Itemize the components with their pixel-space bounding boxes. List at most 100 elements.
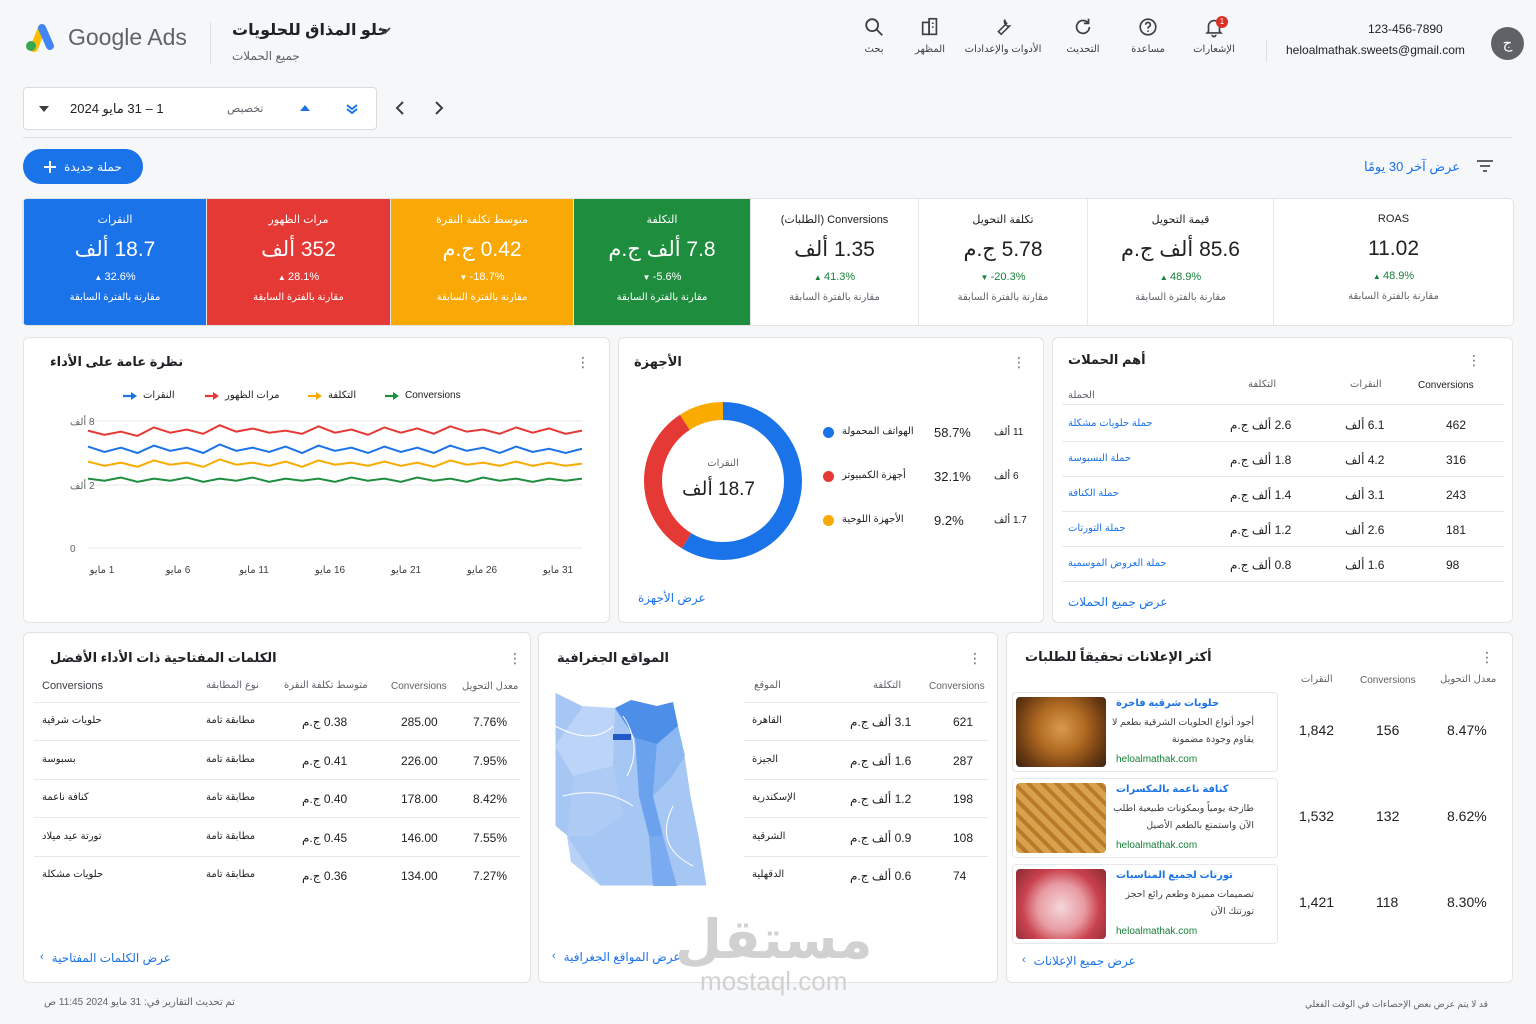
top-ads-title: أكثر الإعلانات تحقيقاً للطلبات (1025, 649, 1212, 664)
location-conversions: 108 (953, 830, 974, 845)
donut-slice[interactable] (644, 402, 802, 560)
device-pct: 58.7% (934, 425, 971, 440)
legend-conversions[interactable]: Conversions (385, 390, 461, 401)
location-conversions: 74 (953, 869, 967, 883)
kpi-card[interactable]: تكلفة التحويل 5.78 ج.م ▼ -20.3% مقارنة بالف… (918, 199, 1087, 325)
more-options-icon[interactable]: ⋮ (1467, 352, 1481, 368)
col-match-type: نوع المطابقة (206, 680, 259, 691)
date-range-picker[interactable]: 1 – 31 مايو 2024 تخصيص (23, 87, 377, 130)
ad-conv-rate: 8.30% (1447, 894, 1487, 910)
x-tick-label: 26 مايو (466, 565, 498, 576)
caret-up-icon[interactable] (300, 104, 310, 112)
kpi-card[interactable]: النقرات 18.7 ألف ▲ 32.6% مقارنة بالفترة الس… (23, 199, 206, 325)
kpi-delta: ▲ 28.1% (207, 271, 390, 283)
top-keywords-card (23, 632, 531, 983)
legend-clicks[interactable]: النقرات (123, 390, 175, 401)
campaign-name[interactable]: حملة الكنافة (1068, 488, 1119, 499)
kpi-compare: مقارنة بالفترة السابقة (253, 292, 344, 303)
help-button[interactable]: مساعدة (1128, 16, 1168, 62)
ad-conv-rate: 8.62% (1447, 808, 1487, 824)
campaign-conversions: 98 (1446, 558, 1460, 572)
performance-overview-title: نظرة عامة على الأداء (50, 354, 184, 369)
ad-headline[interactable]: حلويات شرقية فاخرة (1116, 698, 1220, 709)
divider (1062, 476, 1504, 477)
chevron-right-icon[interactable] (433, 100, 445, 116)
more-options-icon[interactable]: ⋮ (508, 650, 522, 666)
match-type: مطابقة تامة (206, 830, 256, 842)
more-options-icon[interactable]: ⋮ (1012, 354, 1026, 370)
ad-thumbnail-image (1016, 869, 1106, 939)
kpi-compare: مقارنة بالفترة السابقة (957, 292, 1049, 303)
new-campaign-button[interactable]: حملة جديدة (23, 149, 143, 184)
view-geo-link[interactable]: ‹ عرض المواقع الجغرافية (552, 950, 680, 964)
kpi-row: النقرات 18.7 ألف ▲ 32.6% مقارنة بالفترة الس… (23, 199, 1513, 325)
device-name: الهواتف المحمولة (842, 426, 914, 437)
kpi-delta-value: 32.6% (104, 271, 136, 283)
kpi-value: 11.02 (1368, 237, 1419, 260)
col-conv-rate: معدل التحويل (462, 681, 519, 692)
search-button[interactable]: بحث (858, 16, 890, 62)
view-all-campaigns-link[interactable]: عرض جميع الحملات (1068, 595, 1168, 609)
col-cost: التكلفة (873, 680, 902, 691)
avatar[interactable]: ج (1491, 27, 1524, 60)
account-name: حلو المذاق للحلويات (232, 22, 389, 39)
kpi-card[interactable]: متوسط تكلفة النقرة 0.42 ج.م ▼ -18.7% مقارنة… (390, 199, 573, 325)
keyword-conversions: 146.00 (401, 830, 438, 845)
kpi-card[interactable]: Conversions (الطلبات) 1.35 ألف ▲ 41.3% مقار… (750, 199, 918, 325)
notifications-button[interactable]: الإشعارات 1 (1190, 16, 1238, 62)
filter-icon[interactable] (1476, 159, 1494, 173)
more-options-icon[interactable]: ⋮ (576, 354, 590, 370)
ad-headline[interactable]: تورتات لجميع المناسبات (1116, 870, 1233, 881)
view-keywords-link[interactable]: ‹ عرض الكلمات المفتاحية (40, 951, 171, 965)
kpi-card[interactable]: التكلفة 7.8 ألف ج.م ▼ -5.6% مقارنة بالفترة … (573, 199, 750, 325)
last-updated-text: تم تحديث التقارير في: 31 مايو 2024 11:45… (44, 997, 235, 1008)
view-devices-link[interactable]: عرض الأجهزة (638, 591, 706, 605)
ad-clicks: 1,421 (1299, 894, 1335, 910)
legend-dot (823, 515, 834, 526)
more-options-icon[interactable]: ⋮ (1480, 649, 1494, 665)
devices-title: الأجهزة (634, 354, 682, 369)
watermark-logo: مستقل mostaql.com (675, 912, 873, 994)
kpi-card[interactable]: قيمة التحويل 85.6 ألف ج.م ▲ 48.9% مقارنة با… (1087, 199, 1273, 325)
location-conversions: 287 (953, 753, 974, 768)
campaign-name[interactable]: حملة العروض الموسمية (1068, 558, 1167, 569)
double-chevron-down-icon[interactable] (346, 104, 358, 114)
ad-headline[interactable]: كنافة ناعمة بالمكسرات (1116, 784, 1229, 795)
tools-button[interactable]: الأدوات والإعدادات (962, 16, 1044, 62)
campaign-name[interactable]: حملة البسبوسة (1068, 453, 1132, 464)
chevron-left-icon[interactable] (394, 100, 406, 116)
keyword-text: كنافة ناعمة (42, 792, 89, 803)
kpi-label: تكلفة التحويل (972, 214, 1034, 226)
notifications-label: الإشعارات (1193, 44, 1235, 55)
legend-cost[interactable]: التكلفة (308, 390, 356, 401)
kpi-card[interactable]: ROAS 11.02 ▲ 48.9% مقارنة بالفترة السابقة (1273, 199, 1513, 325)
col-keyword: Conversions (42, 680, 104, 692)
search-icon (865, 18, 883, 36)
chevron-left-icon: ‹ (552, 950, 556, 962)
keyword-cpc: 0.45 ج.م (302, 830, 348, 845)
location-name: الجيزة (752, 753, 779, 765)
kpi-label: قيمة التحويل (1151, 214, 1210, 226)
refresh-button[interactable]: التحديث (1062, 16, 1104, 62)
more-options-icon[interactable]: ⋮ (968, 650, 982, 666)
keyword-conversions: 178.00 (401, 792, 438, 806)
keyword-conversions: 226.00 (401, 753, 438, 768)
donut-slice[interactable] (644, 402, 802, 560)
logo-text: Google Ads (68, 24, 187, 50)
x-tick-label: 21 مايو (390, 565, 422, 576)
account-subtitle: جميع الحملات (232, 49, 300, 63)
campaign-name[interactable]: حملة حلويات مشكلة (1068, 418, 1153, 429)
view-last-30-days-link[interactable]: عرض آخر 30 يومًا (1364, 159, 1461, 174)
kpi-card[interactable]: مرات الظهور 352 ألف ▲ 28.1% مقارنة بالفترة … (206, 199, 390, 325)
campaign-clicks: 1.6 ألف (1345, 558, 1385, 572)
view-all-ads-link[interactable]: ‹ عرض جميع الإعلانات (1022, 954, 1136, 968)
ad-box (1012, 864, 1278, 944)
appearance-button[interactable]: المظهر (912, 16, 948, 62)
device-name: أجهزة الكمبيوتر (842, 470, 906, 481)
legend-impressions[interactable]: مرات الظهور (205, 390, 279, 401)
kpi-value: 1.35 ألف (794, 238, 875, 261)
kpi-delta: ▲ 32.6% (24, 271, 206, 283)
kpi-value: 0.42 ج.م (442, 238, 522, 261)
donut-center-label: النقرات (707, 458, 739, 469)
campaign-name[interactable]: حملة التورتات (1068, 523, 1126, 534)
